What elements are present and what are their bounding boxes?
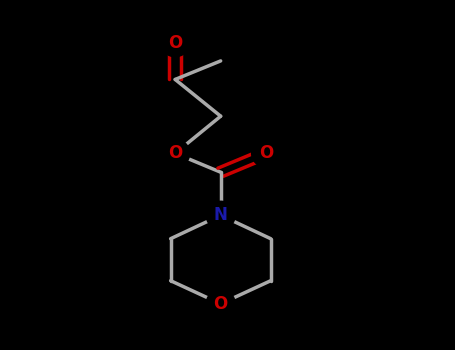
Ellipse shape [161, 139, 190, 167]
Text: O: O [213, 295, 228, 313]
Text: O: O [168, 144, 182, 162]
Text: O: O [259, 144, 273, 162]
Text: N: N [214, 206, 228, 224]
Ellipse shape [161, 29, 190, 57]
Ellipse shape [206, 290, 235, 318]
Ellipse shape [252, 139, 281, 167]
Text: O: O [168, 34, 182, 52]
Ellipse shape [206, 201, 235, 229]
